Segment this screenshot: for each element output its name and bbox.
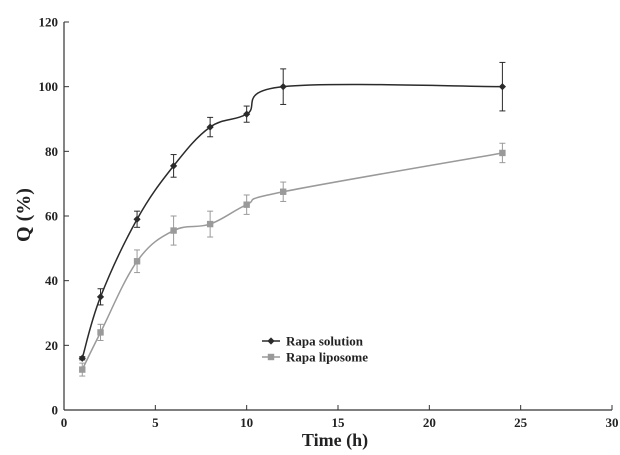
x-tick-label: 25 [514, 415, 528, 430]
data-point [279, 83, 287, 91]
data-point [133, 215, 141, 223]
data-point [170, 227, 177, 234]
legend-swatch-marker [267, 337, 275, 345]
legend-item: Rapa liposome [262, 350, 368, 365]
y-tick-label: 20 [45, 338, 58, 353]
data-point [206, 123, 214, 131]
y-tick-label: 120 [39, 15, 59, 30]
data-point [96, 293, 105, 301]
y-tick-label: 60 [45, 209, 58, 224]
y-tick-label: 80 [45, 144, 58, 159]
data-point [243, 110, 251, 118]
y-axis-title: Q (%) [13, 188, 35, 242]
x-tick-label: 20 [423, 415, 436, 430]
series-line [81, 83, 503, 359]
data-point [79, 366, 86, 373]
legend-label: Rapa solution [286, 334, 364, 349]
data-point [498, 83, 506, 91]
series-rapa-liposome [79, 142, 506, 377]
legend-label: Rapa liposome [286, 350, 368, 365]
x-tick-label: 5 [152, 415, 159, 430]
data-point [78, 354, 86, 362]
series-layer [78, 61, 506, 377]
data-point [499, 149, 506, 157]
y-tick-label: 40 [45, 273, 58, 288]
x-tick-label: 10 [240, 415, 253, 430]
legend-item: Rapa solution [262, 334, 364, 349]
x-axis-title: Time (h) [302, 430, 368, 451]
y-tick-label: 0 [52, 403, 59, 418]
data-point [206, 220, 214, 228]
axes: 0 5 10 15 20 25 30 0 20 40 60 80 100 120 [39, 15, 619, 431]
data-point [133, 258, 141, 265]
x-tick-label: 0 [61, 415, 68, 430]
x-tick-label: 15 [332, 415, 346, 430]
x-tick-label: 30 [606, 415, 619, 430]
legend-swatch-marker [267, 353, 275, 361]
data-point [170, 162, 178, 170]
data-point [97, 329, 104, 336]
data-point [280, 188, 287, 195]
series-rapa-solution [78, 61, 506, 362]
data-point [243, 201, 250, 208]
y-tick-label: 100 [39, 79, 59, 94]
